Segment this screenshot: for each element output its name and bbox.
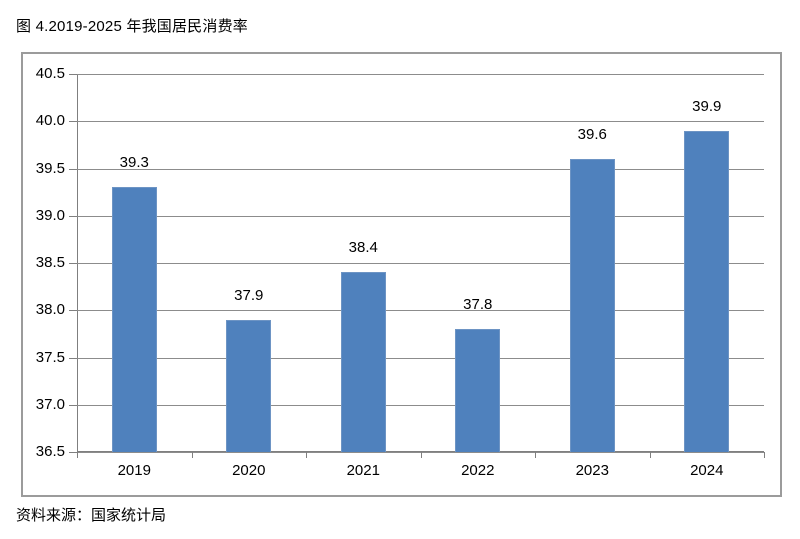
bar-value-label: 38.4 bbox=[348, 239, 378, 257]
bar-value-label: 37.8 bbox=[463, 296, 493, 314]
x-tick-label: 2019 bbox=[117, 462, 151, 479]
y-axis-tick bbox=[69, 452, 77, 453]
bar-value-label: 39.6 bbox=[577, 126, 607, 144]
x-tick-label: 2020 bbox=[232, 462, 266, 479]
y-axis-tick bbox=[69, 74, 77, 75]
x-axis-tick bbox=[764, 452, 765, 458]
bar-2019 bbox=[111, 187, 157, 452]
x-axis-tick bbox=[306, 452, 307, 458]
bar-2020 bbox=[226, 319, 272, 452]
plot-area: 36.5 37.0 37.5 38.0 38.5 39.0 39.5 40.0 40.5 39.3… bbox=[36, 66, 765, 479]
gridline bbox=[77, 404, 764, 406]
gridline bbox=[77, 168, 764, 170]
x-axis-tick bbox=[420, 452, 422, 458]
x-axis-tick bbox=[535, 452, 536, 458]
y-tick-label: 36.5 bbox=[35, 443, 65, 460]
bar-2021 bbox=[340, 272, 386, 452]
y-tick-label: 38.5 bbox=[35, 254, 65, 271]
source-note: 资料来源：国家统计局 bbox=[16, 507, 167, 524]
y-axis-tick bbox=[69, 310, 77, 312]
y-tick-label: 37.5 bbox=[35, 348, 65, 366]
y-tick-label: 38.0 bbox=[35, 301, 65, 319]
x-tick-label: 2022 bbox=[461, 462, 495, 479]
y-tick-label: 37.0 bbox=[35, 395, 65, 413]
gridline bbox=[77, 357, 764, 359]
y-axis-tick bbox=[69, 215, 77, 217]
bar-2024 bbox=[684, 130, 730, 452]
bar-value-label: 39.3 bbox=[119, 154, 149, 172]
x-axis-tick bbox=[77, 452, 78, 458]
y-axis-tick bbox=[69, 263, 77, 264]
y-axis-tick bbox=[69, 404, 77, 406]
x-axis-line bbox=[77, 451, 764, 452]
x-axis-tick bbox=[649, 452, 651, 458]
bar-2023 bbox=[569, 159, 615, 452]
bar-value-label: 37.9 bbox=[234, 286, 264, 304]
gridline bbox=[77, 263, 764, 264]
gridline bbox=[77, 310, 764, 312]
x-tick-label: 2021 bbox=[346, 462, 380, 479]
y-axis-tick bbox=[69, 121, 77, 123]
y-axis-tick bbox=[69, 357, 77, 359]
y-tick-label: 40.5 bbox=[35, 65, 65, 82]
gridline bbox=[77, 215, 764, 217]
bar-value-label: 39.9 bbox=[692, 97, 722, 115]
chart-frame: 36.5 37.0 37.5 38.0 38.5 39.0 39.5 40.0 40.5 39.3… bbox=[21, 52, 782, 497]
x-tick-label: 2023 bbox=[575, 462, 609, 479]
chart-title: 图 4.2019-2025 年我国居民消费率 bbox=[16, 18, 248, 35]
y-tick-label: 39.0 bbox=[35, 206, 65, 224]
gridline bbox=[77, 121, 764, 123]
y-tick-label: 40.0 bbox=[35, 112, 65, 130]
x-axis-tick bbox=[191, 452, 193, 458]
y-axis-tick bbox=[69, 168, 77, 170]
x-tick-label: 2024 bbox=[690, 462, 724, 479]
y-tick-label: 39.5 bbox=[35, 159, 65, 177]
bar-2022 bbox=[455, 329, 501, 452]
gridline bbox=[77, 74, 764, 75]
